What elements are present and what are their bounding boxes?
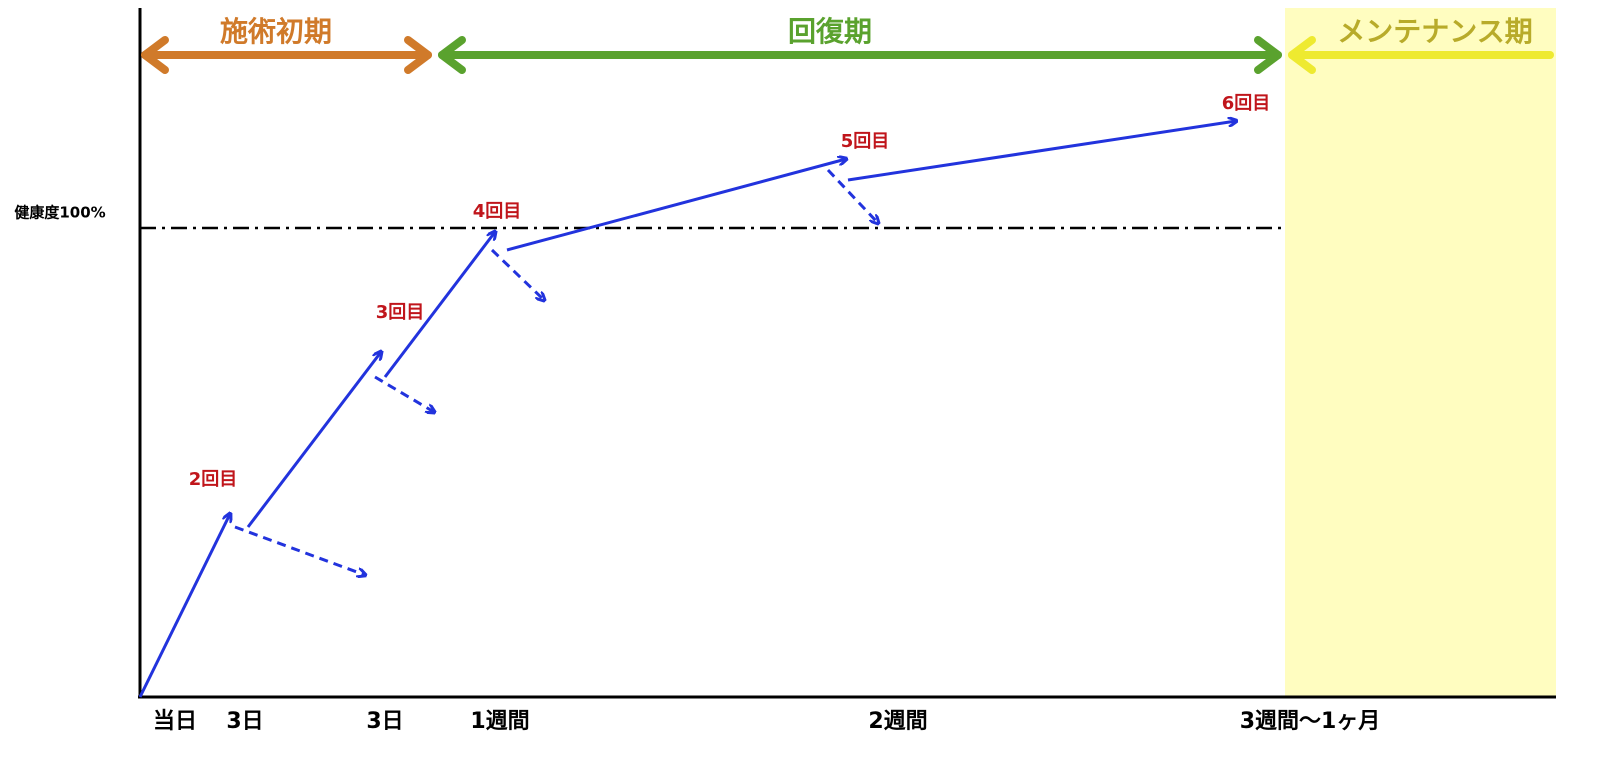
session-label: 2回目	[189, 469, 238, 490]
x-label: 1週間	[470, 709, 529, 734]
phase-label: 施術初期	[220, 15, 332, 48]
maintenance-zone	[1285, 8, 1556, 697]
x-label: 2週間	[868, 709, 927, 734]
session-label: 5回目	[841, 131, 890, 152]
phase-arrow	[141, 36, 1554, 74]
phase-label: 回復期	[788, 15, 872, 48]
session-label: 3回目	[376, 302, 425, 323]
session-label: 4回目	[473, 201, 522, 222]
x-label: 3週間〜1ヶ月	[1240, 709, 1381, 734]
x-label: 当日	[153, 709, 197, 734]
progress-arrows	[138, 121, 1236, 698]
phase-label: メンテナンス期	[1337, 15, 1532, 48]
x-label: 3日	[366, 709, 403, 734]
x-label: 3日	[226, 709, 263, 734]
session-label: 6回目	[1222, 93, 1271, 114]
y-axis-label: 健康度100%	[14, 204, 105, 222]
